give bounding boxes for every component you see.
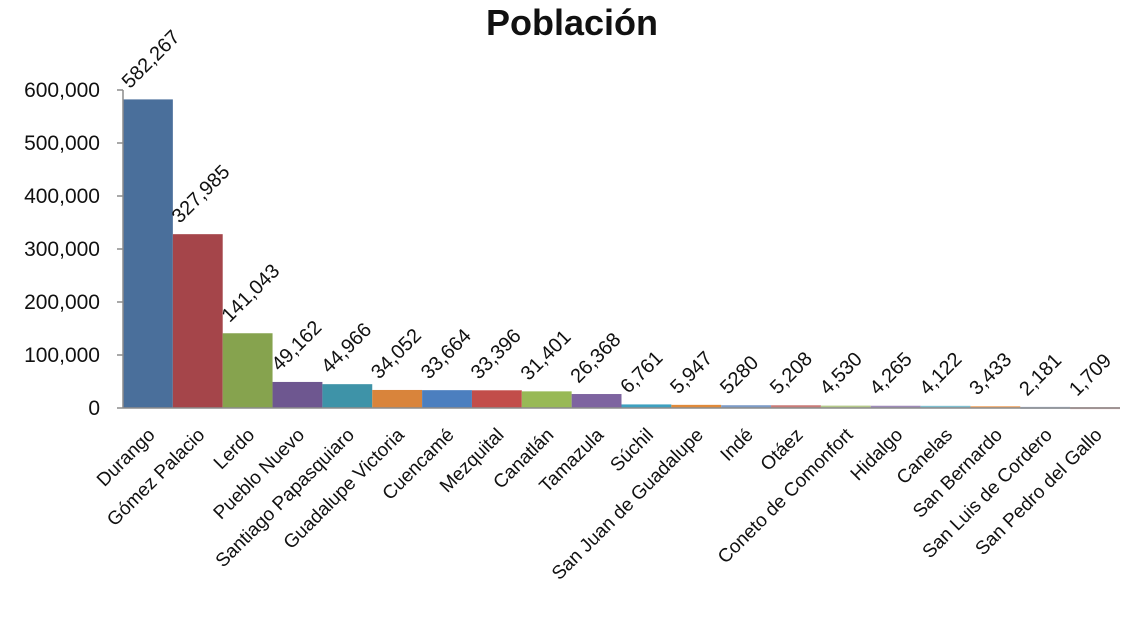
data-label: 49,162	[267, 317, 326, 376]
data-label: 3,433	[965, 349, 1016, 400]
y-tick-label: 200,000	[24, 291, 100, 314]
y-tick-label: 500,000	[24, 132, 100, 155]
data-label: 5,947	[666, 347, 717, 398]
y-tick-label: 100,000	[24, 344, 100, 367]
data-label: 582,267	[118, 26, 185, 93]
bar	[920, 405, 971, 408]
data-label: 2,181	[1015, 349, 1066, 400]
bar	[172, 234, 223, 408]
data-label: 1,709	[1065, 350, 1116, 401]
bar	[471, 390, 522, 408]
data-label: 33,396	[467, 325, 526, 384]
data-label: 5280	[716, 352, 763, 399]
data-label: 4,122	[916, 348, 967, 399]
bar	[721, 405, 772, 408]
bars	[123, 99, 1120, 410]
bar	[272, 381, 323, 408]
chart-title: Población	[486, 2, 658, 43]
y-tick-label: 400,000	[24, 185, 100, 208]
bar	[322, 384, 373, 408]
y-tick-label: 300,000	[24, 238, 100, 261]
x-category-label: Indé	[717, 425, 758, 466]
bar	[422, 390, 472, 408]
data-label: 6,761	[616, 347, 667, 398]
bar	[222, 333, 273, 408]
bar	[870, 405, 921, 408]
data-label: 31,401	[517, 326, 576, 385]
bar	[571, 394, 622, 408]
data-label: 4,530	[816, 348, 867, 399]
data-label: 5,208	[766, 348, 817, 399]
y-tick-label: 0	[88, 397, 100, 420]
data-label: 26,368	[567, 329, 626, 388]
bar	[820, 405, 871, 408]
bar	[621, 404, 672, 408]
bar	[372, 389, 423, 408]
bar	[671, 404, 722, 408]
data-label: 141,043	[218, 260, 285, 327]
y-axis-tick-labels: 0 100,000 200,000 300,000 400,000 500,000 600,…	[24, 79, 123, 420]
data-label: 327,985	[168, 161, 235, 228]
data-label: 4,265	[866, 348, 917, 399]
bar	[771, 405, 821, 408]
bar	[123, 99, 173, 408]
data-label: 33,664	[417, 325, 476, 384]
bar	[521, 391, 572, 408]
bar	[970, 406, 1021, 409]
data-label: 34,052	[367, 325, 426, 384]
y-tick-label: 600,000	[24, 79, 100, 102]
